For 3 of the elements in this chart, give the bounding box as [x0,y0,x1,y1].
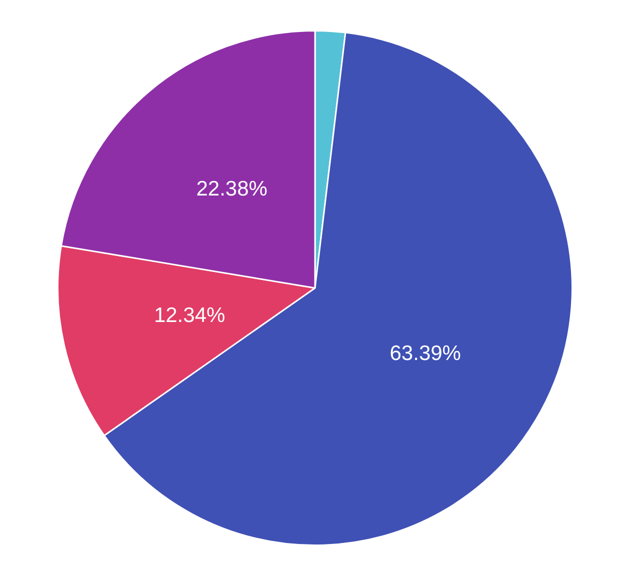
data-label: 63.39% [390,342,461,365]
data-label: 12.34% [154,304,226,328]
data-label: 22.38% [196,178,268,201]
